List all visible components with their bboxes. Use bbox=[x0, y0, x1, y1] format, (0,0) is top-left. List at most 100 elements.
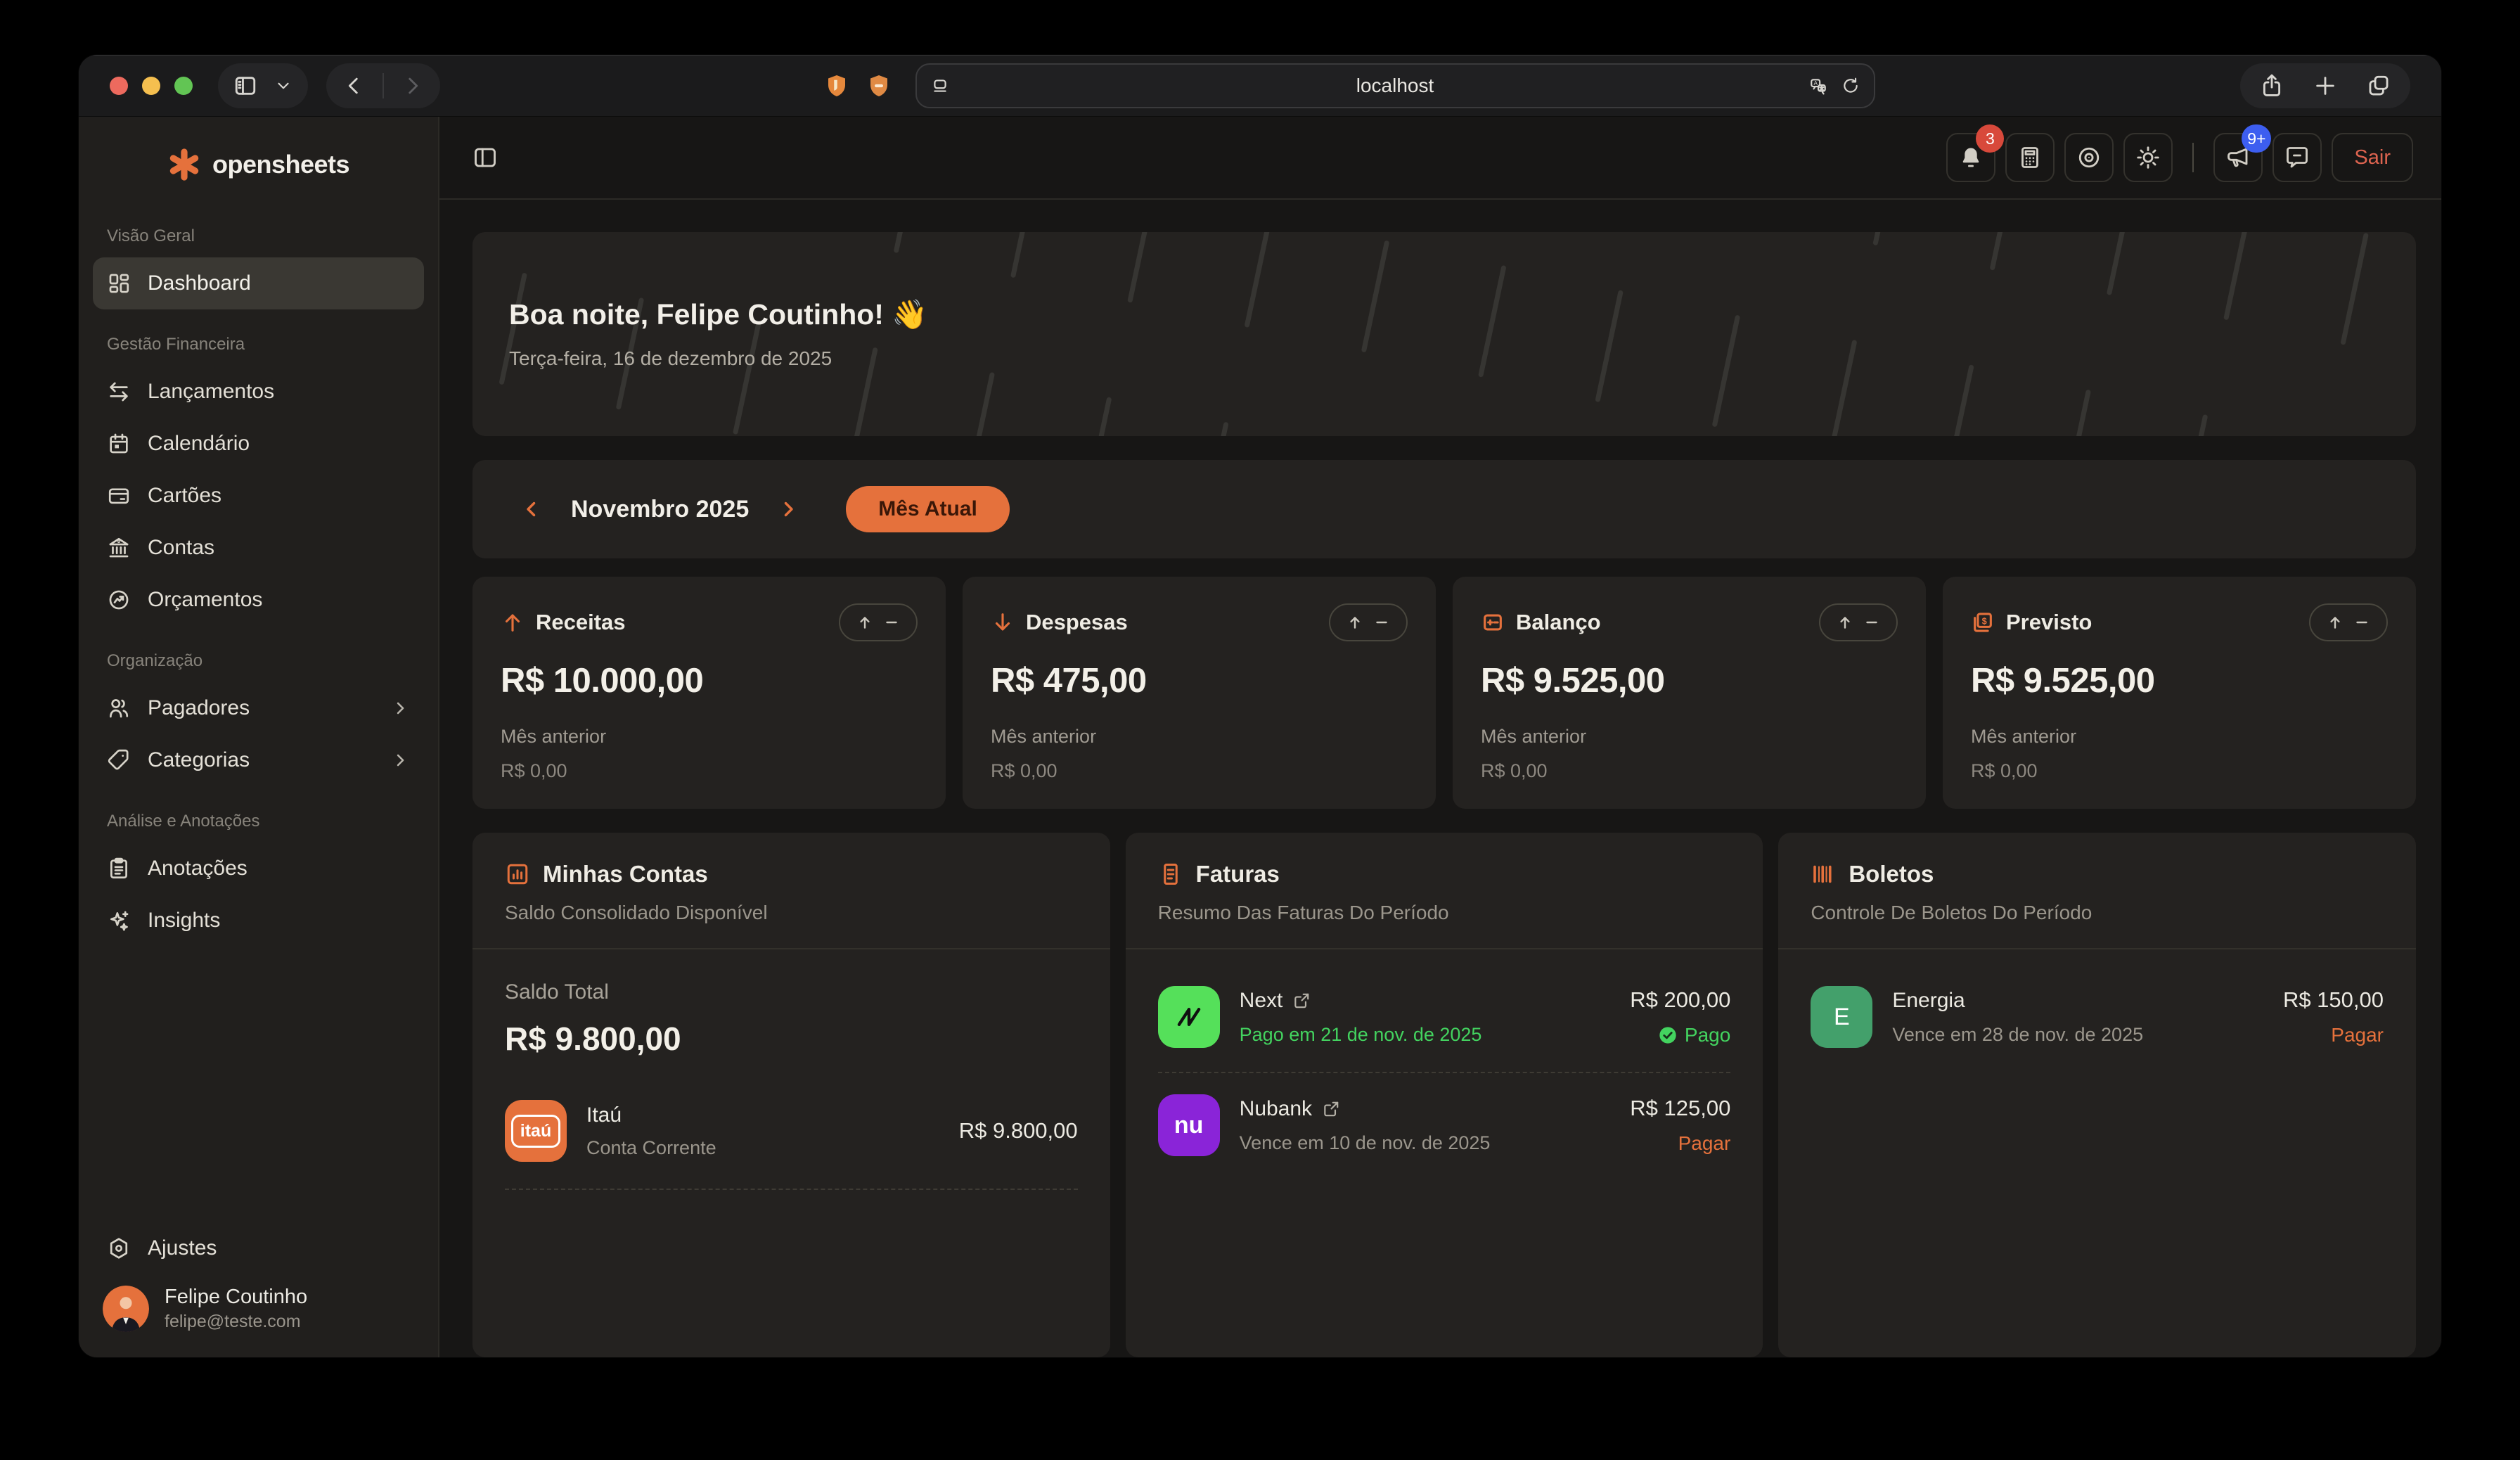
settings-icon bbox=[110, 1238, 128, 1259]
sidebar-item-label: Pagadores bbox=[148, 696, 250, 719]
account-name: Itaú bbox=[586, 1103, 622, 1127]
sidebar-item-pagadores[interactable]: Pagadores bbox=[93, 682, 424, 734]
invoice-row-nubank[interactable]: nu Nubank bbox=[1157, 1072, 1731, 1180]
invoice-name: Next bbox=[1239, 988, 1283, 1012]
stat-prev-value: R$ 0,00 bbox=[991, 760, 1058, 781]
receipt-icon bbox=[1163, 864, 1178, 885]
next-month-button[interactable] bbox=[774, 495, 802, 523]
zoom-window-button[interactable] bbox=[174, 77, 193, 95]
trend-toggle[interactable] bbox=[2309, 603, 2388, 641]
sidebar-item-contas[interactable]: Contas bbox=[93, 522, 424, 574]
arrow-up-icon bbox=[505, 614, 520, 632]
sidebar-item-anotacoes[interactable]: Anotações bbox=[93, 843, 424, 895]
svg-text:$: $ bbox=[1982, 615, 1987, 626]
sidebar-item-orcamentos[interactable]: Orçamentos bbox=[93, 574, 424, 626]
sidebar-item-calendario[interactable]: Calendário bbox=[93, 418, 424, 470]
stat-title: Receitas bbox=[536, 610, 626, 634]
greeting-title: Boa noite, Felipe Coutinho! 👋 bbox=[509, 298, 928, 331]
privacy-mode-button[interactable] bbox=[2064, 133, 2114, 182]
megaphone-icon bbox=[2228, 148, 2248, 167]
boleto-pay-link[interactable]: Pagar bbox=[2331, 1024, 2384, 1046]
invoice-pay-link[interactable]: Pagar bbox=[1678, 1132, 1731, 1154]
account-row[interactable]: itaú Itaú Conta Corrente R$ 9.800,00 bbox=[505, 1100, 1078, 1190]
nubank-logo: nu bbox=[1157, 1094, 1220, 1156]
sidebar: opensheets Visão Geral Dashboard Gestão … bbox=[79, 117, 439, 1357]
feedback-button[interactable] bbox=[2272, 133, 2322, 182]
stat-card-previsto: $ Previsto R$ 9.525,00 Mês anterior R$ bbox=[1943, 577, 2416, 809]
minimize-window-button[interactable] bbox=[142, 77, 160, 95]
external-link-icon[interactable] bbox=[1322, 1100, 1340, 1118]
next-logo-glyph bbox=[1177, 1008, 1200, 1026]
trend-toggle[interactable] bbox=[1329, 603, 1408, 641]
sun-icon bbox=[2137, 146, 2160, 169]
whats-new-button[interactable]: 9+ bbox=[2213, 124, 2272, 182]
url-bar[interactable]: localhost A bbox=[915, 63, 1875, 108]
stat-title: Previsto bbox=[2006, 610, 2092, 634]
traffic-lights bbox=[110, 77, 193, 95]
translate-icon[interactable]: A bbox=[1809, 77, 1827, 95]
sidebar-item-insights[interactable]: Insights bbox=[93, 895, 424, 947]
forward-button[interactable] bbox=[401, 74, 425, 98]
invoice-name: Nubank bbox=[1239, 1096, 1313, 1120]
page-icon[interactable] bbox=[931, 77, 949, 95]
sidebar-item-ajustes[interactable]: Ajustes bbox=[93, 1222, 424, 1274]
card-title: Minhas Contas bbox=[543, 861, 708, 887]
budget-gauge-icon bbox=[109, 590, 129, 610]
current-month-button[interactable]: Mês Atual bbox=[846, 486, 1010, 532]
share-icon[interactable] bbox=[2260, 74, 2284, 98]
chevron-down-icon[interactable] bbox=[274, 77, 292, 95]
logout-button[interactable]: Sair bbox=[2332, 133, 2413, 182]
sidebar-item-label: Calendário bbox=[148, 432, 250, 455]
extension-shield2-icon[interactable] bbox=[866, 72, 892, 99]
bottom-cards-row: Minhas Contas Saldo Consolidado Disponív… bbox=[472, 833, 2416, 1357]
message-square-icon bbox=[2287, 147, 2308, 168]
tab-overview-icon[interactable] bbox=[2367, 74, 2391, 98]
sidebar-item-lancamentos[interactable]: Lançamentos bbox=[93, 366, 424, 418]
hatch-pattern bbox=[472, 232, 2416, 436]
previous-month-button[interactable] bbox=[518, 495, 546, 523]
sidebar-item-label: Orçamentos bbox=[148, 588, 263, 611]
trend-up-icon bbox=[1350, 617, 1360, 629]
svg-text:A: A bbox=[1813, 80, 1818, 87]
itau-logo: itaú bbox=[505, 1100, 567, 1162]
reload-icon[interactable] bbox=[1841, 77, 1860, 95]
plus-minus-card-icon bbox=[1484, 614, 1502, 631]
theme-toggle-button[interactable] bbox=[2123, 133, 2173, 182]
new-tab-icon[interactable] bbox=[2313, 74, 2337, 98]
itau-logo-text: itaú bbox=[510, 1114, 561, 1148]
users-icon bbox=[110, 699, 129, 718]
sidebar-item-label: Contas bbox=[148, 536, 215, 559]
url-text[interactable]: localhost bbox=[1356, 75, 1434, 96]
extension-shield-icon[interactable] bbox=[824, 72, 849, 99]
dash-icon bbox=[886, 621, 897, 624]
calculator-button[interactable] bbox=[2005, 133, 2055, 182]
close-window-button[interactable] bbox=[110, 77, 128, 95]
header-separator bbox=[2192, 143, 2194, 172]
sidebar-item-categorias[interactable]: Categorias bbox=[93, 734, 424, 786]
section-label: Análise e Anotações bbox=[107, 812, 260, 831]
trend-toggle[interactable] bbox=[1819, 603, 1898, 641]
calendar-icon bbox=[110, 433, 128, 454]
account-info: Itaú Conta Corrente bbox=[586, 1103, 716, 1159]
user-profile[interactable]: Felipe Coutinho felipe@teste.com bbox=[93, 1274, 424, 1332]
sidebar-collapse-icon[interactable] bbox=[472, 145, 498, 170]
notifications-button[interactable]: 3 bbox=[1946, 124, 2005, 182]
account-type: Conta Corrente bbox=[586, 1136, 716, 1158]
trend-up-icon bbox=[2330, 617, 2340, 629]
browser-toolbar: localhost A bbox=[79, 55, 2441, 117]
target-eye-icon bbox=[2079, 147, 2100, 168]
trend-toggle[interactable] bbox=[839, 603, 918, 641]
card-title: Faturas bbox=[1195, 861, 1280, 887]
sidebar-item-label: Cartões bbox=[148, 484, 222, 507]
external-link-icon[interactable] bbox=[1292, 992, 1311, 1010]
sidebar-item-cartoes[interactable]: Cartões bbox=[93, 470, 424, 522]
credit-card-icon bbox=[108, 488, 129, 504]
boleto-status-text: Vence em 28 de nov. de 2025 bbox=[1892, 1023, 2144, 1045]
stat-value: R$ 9.525,00 bbox=[1481, 662, 1665, 700]
app-logo-text: opensheets bbox=[212, 150, 350, 179]
boleto-row-energia[interactable]: E Energia Vence em 28 de nov. de 2025 R$… bbox=[1811, 980, 2384, 1072]
sidebar-item-dashboard[interactable]: Dashboard bbox=[93, 257, 424, 309]
back-button[interactable] bbox=[342, 74, 366, 98]
panel-left-icon[interactable] bbox=[233, 74, 257, 98]
invoice-row-next[interactable]: Next Pago em 21 de nov. de 2025 bbox=[1157, 980, 1730, 1072]
